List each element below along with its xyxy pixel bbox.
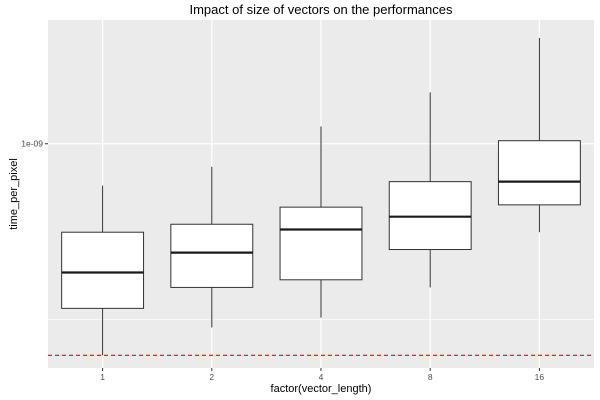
x-axis-ticks: 1 2 4 8 16 bbox=[100, 368, 544, 382]
x-tick-label: 1 bbox=[100, 372, 105, 382]
x-tick-label: 8 bbox=[428, 372, 433, 382]
x-tick-label: 4 bbox=[319, 372, 324, 382]
y-tick-label: 1e-09 bbox=[21, 139, 43, 149]
box-1 bbox=[61, 185, 145, 356]
box-2 bbox=[170, 166, 254, 328]
y-axis-ticks: 1e-09 bbox=[21, 139, 48, 149]
box-body bbox=[497, 140, 581, 206]
box-body bbox=[170, 223, 254, 288]
x-tick-label: 2 bbox=[209, 372, 214, 382]
box-4 bbox=[279, 126, 363, 318]
box-body bbox=[61, 231, 145, 309]
x-axis-title: factor(vector_length) bbox=[271, 383, 372, 395]
chart-title: Impact of size of vectors on the perform… bbox=[189, 2, 453, 17]
boxes bbox=[61, 37, 581, 356]
x-tick-label: 16 bbox=[535, 372, 545, 382]
box-body bbox=[279, 206, 363, 281]
y-axis-title: time_per_pixel bbox=[8, 158, 20, 230]
box-8 bbox=[388, 92, 472, 288]
box-body bbox=[388, 181, 472, 251]
box-16 bbox=[497, 37, 581, 233]
